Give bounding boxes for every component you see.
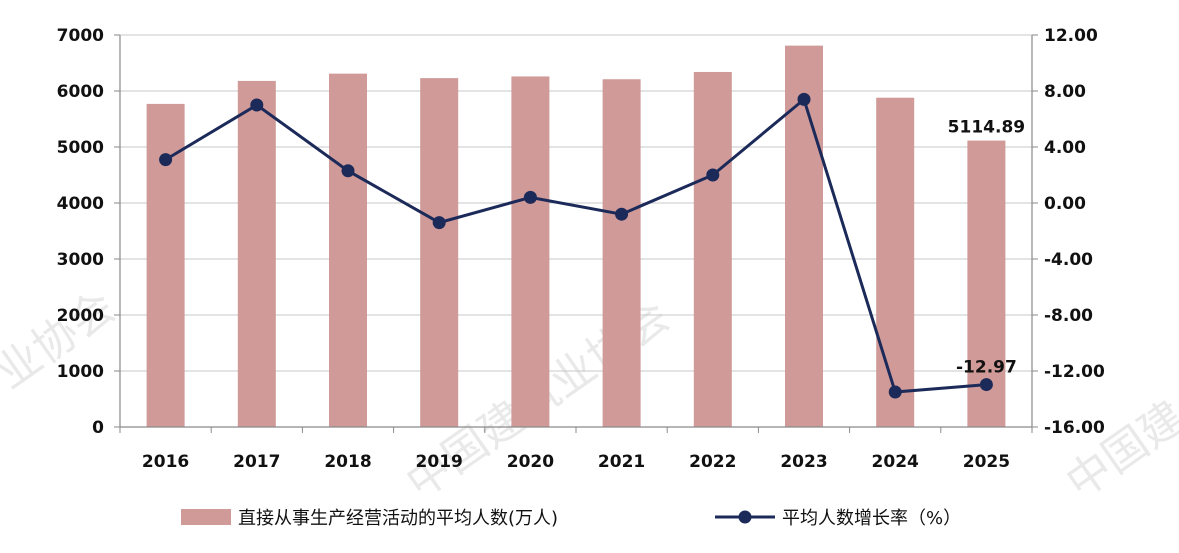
- bar-series: [146, 45, 1006, 428]
- legend-line-marker: [738, 510, 752, 524]
- line-series: [159, 92, 993, 399]
- bar: [420, 78, 459, 428]
- growth-rate-point: [523, 190, 537, 204]
- x-tick-label: 2021: [598, 452, 645, 472]
- left-tick-label: 1000: [57, 362, 104, 382]
- right-tick-label: 8.00: [1044, 82, 1086, 102]
- right-tick-label: -8.00: [1044, 306, 1093, 326]
- right-tick-label: -12.00: [1044, 362, 1105, 382]
- bar: [329, 73, 367, 427]
- bar: [602, 79, 641, 428]
- watermark-text: 中国建: [1057, 392, 1179, 509]
- x-tick-label: 2018: [324, 452, 371, 472]
- x-tick-label: 2019: [416, 452, 463, 472]
- bar: [876, 97, 915, 427]
- bar-data-label: 5114.89: [948, 118, 1025, 138]
- x-tick-label: 2022: [689, 452, 736, 472]
- legend-line-label: 平均人数增长率（%）: [782, 508, 961, 529]
- x-tick-label: 2020: [507, 452, 554, 472]
- right-tick-label: 4.00: [1044, 138, 1086, 158]
- legend-bar-swatch: [181, 509, 231, 525]
- growth-rate-point: [250, 98, 264, 112]
- growth-rate-point: [341, 164, 355, 178]
- right-tick-label: -4.00: [1044, 250, 1093, 270]
- growth-rate-point: [979, 378, 993, 392]
- right-tick-label: 0.00: [1044, 194, 1086, 214]
- growth-rate-point: [888, 385, 902, 399]
- growth-rate-line: [164, 96, 987, 394]
- legend: 直接从事生产经营活动的平均人数(万人) 平均人数增长率（%）: [181, 508, 961, 529]
- bar: [693, 71, 732, 428]
- legend-bar-label: 直接从事生产经营活动的平均人数(万人): [238, 508, 558, 529]
- left-tick-label: 4000: [57, 194, 104, 214]
- x-tick-label: 2023: [780, 452, 827, 472]
- line-data-label: -12.97: [956, 358, 1017, 378]
- growth-rate-point: [159, 153, 173, 167]
- growth-rate-point: [615, 207, 629, 221]
- x-tick-label: 2025: [963, 452, 1010, 472]
- left-tick-label: 6000: [57, 82, 104, 102]
- right-tick-label: -16.00: [1044, 418, 1105, 438]
- data-labels: 5114.89 -12.97: [948, 118, 1025, 378]
- left-tick-label: 0: [92, 418, 104, 438]
- growth-rate-point: [797, 92, 811, 106]
- bar: [511, 76, 550, 427]
- left-tick-label: 5000: [57, 138, 104, 158]
- right-tick-label: 12.00: [1044, 26, 1098, 46]
- bar: [237, 80, 276, 428]
- x-tick-label: 2016: [142, 452, 189, 472]
- left-tick-label: 3000: [57, 250, 104, 270]
- growth-rate-point: [706, 168, 720, 182]
- left-tick-label: 7000: [57, 26, 104, 46]
- x-tick-label: 2024: [872, 452, 919, 472]
- left-tick-label: 2000: [57, 306, 104, 326]
- x-tick-label: 2017: [233, 452, 280, 472]
- axes: 0 1000 2000 3000 4000 5000 6000 7000 -16.00 -12.0…: [57, 26, 1105, 472]
- growth-rate-point: [432, 216, 446, 230]
